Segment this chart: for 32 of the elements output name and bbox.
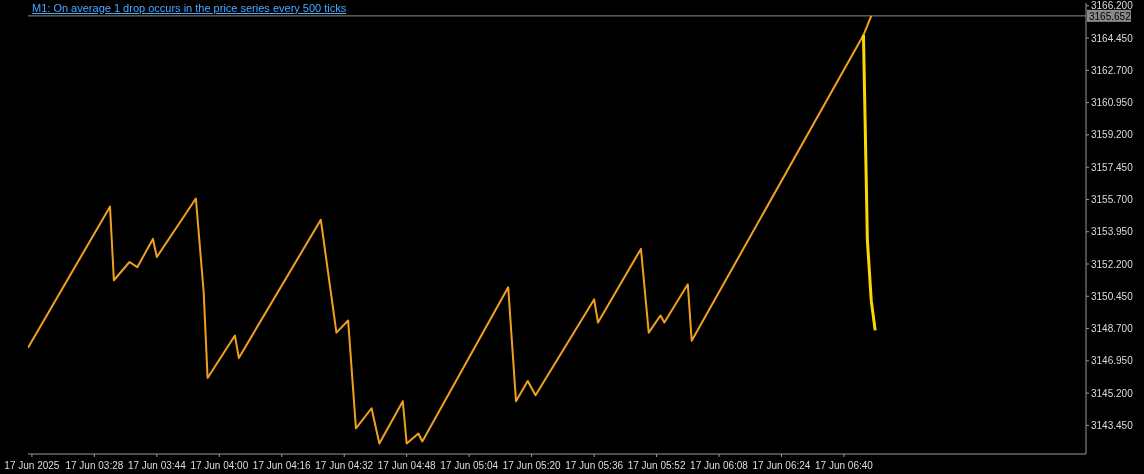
y-tick-label: 3155.700 [1091, 194, 1134, 205]
x-tick-label: 17 Jun 05:04 [440, 460, 499, 471]
ref-line-label: 3165.652 [1089, 10, 1132, 22]
y-tick-label: 3146.950 [1091, 355, 1134, 367]
y-tick-label: 3150.450 [1091, 290, 1134, 302]
x-tick-label: 17 Jun 06:24 [752, 460, 811, 471]
y-tick-label: 3166.200 [1091, 0, 1134, 12]
y-tick-label: 3164.450 [1091, 32, 1134, 44]
y-tick-label: 3153.950 [1091, 226, 1134, 238]
x-tick-label: 17 Jun 03:28 [65, 460, 124, 471]
x-tick-label: 17 Jun 04:16 [252, 460, 312, 471]
x-tick-label: 17 Jun 06:40 [815, 460, 874, 471]
line-series [28, 14, 873, 445]
y-tick-label: 3162.700 [1091, 64, 1134, 76]
line-series [861, 33, 877, 332]
y-tick-label: 3160.950 [1091, 97, 1134, 109]
x-tick-label: 17 Jun 05:52 [627, 460, 686, 471]
x-tick-label: 17 Jun 04:48 [377, 460, 437, 471]
x-tick-label: 17 Jun 04:00 [190, 460, 249, 471]
x-tick-label: 17 Jun 04:32 [315, 460, 374, 471]
y-tick-label: 3159.200 [1091, 129, 1134, 141]
x-tick-label: 17 Jun 05:20 [502, 460, 561, 471]
chart-title: M1: On average 1 drop occurs in the price series every 500 ticks [32, 2, 347, 14]
y-tick-label: 3152.200 [1091, 258, 1134, 270]
y-tick-label: 3145.200 [1091, 387, 1134, 399]
x-tick-label: 17 Jun 05:36 [565, 460, 624, 471]
x-tick-label: 17 Jun 2025 [4, 460, 60, 471]
y-tick-label: 3148.700 [1091, 323, 1134, 335]
y-tick-label: 3157.450 [1091, 161, 1134, 173]
y-tick-label: 3143.450 [1091, 419, 1134, 431]
x-tick-label: 17 Jun 03:44 [127, 460, 187, 471]
x-tick-label: 17 Jun 06:08 [690, 460, 749, 471]
